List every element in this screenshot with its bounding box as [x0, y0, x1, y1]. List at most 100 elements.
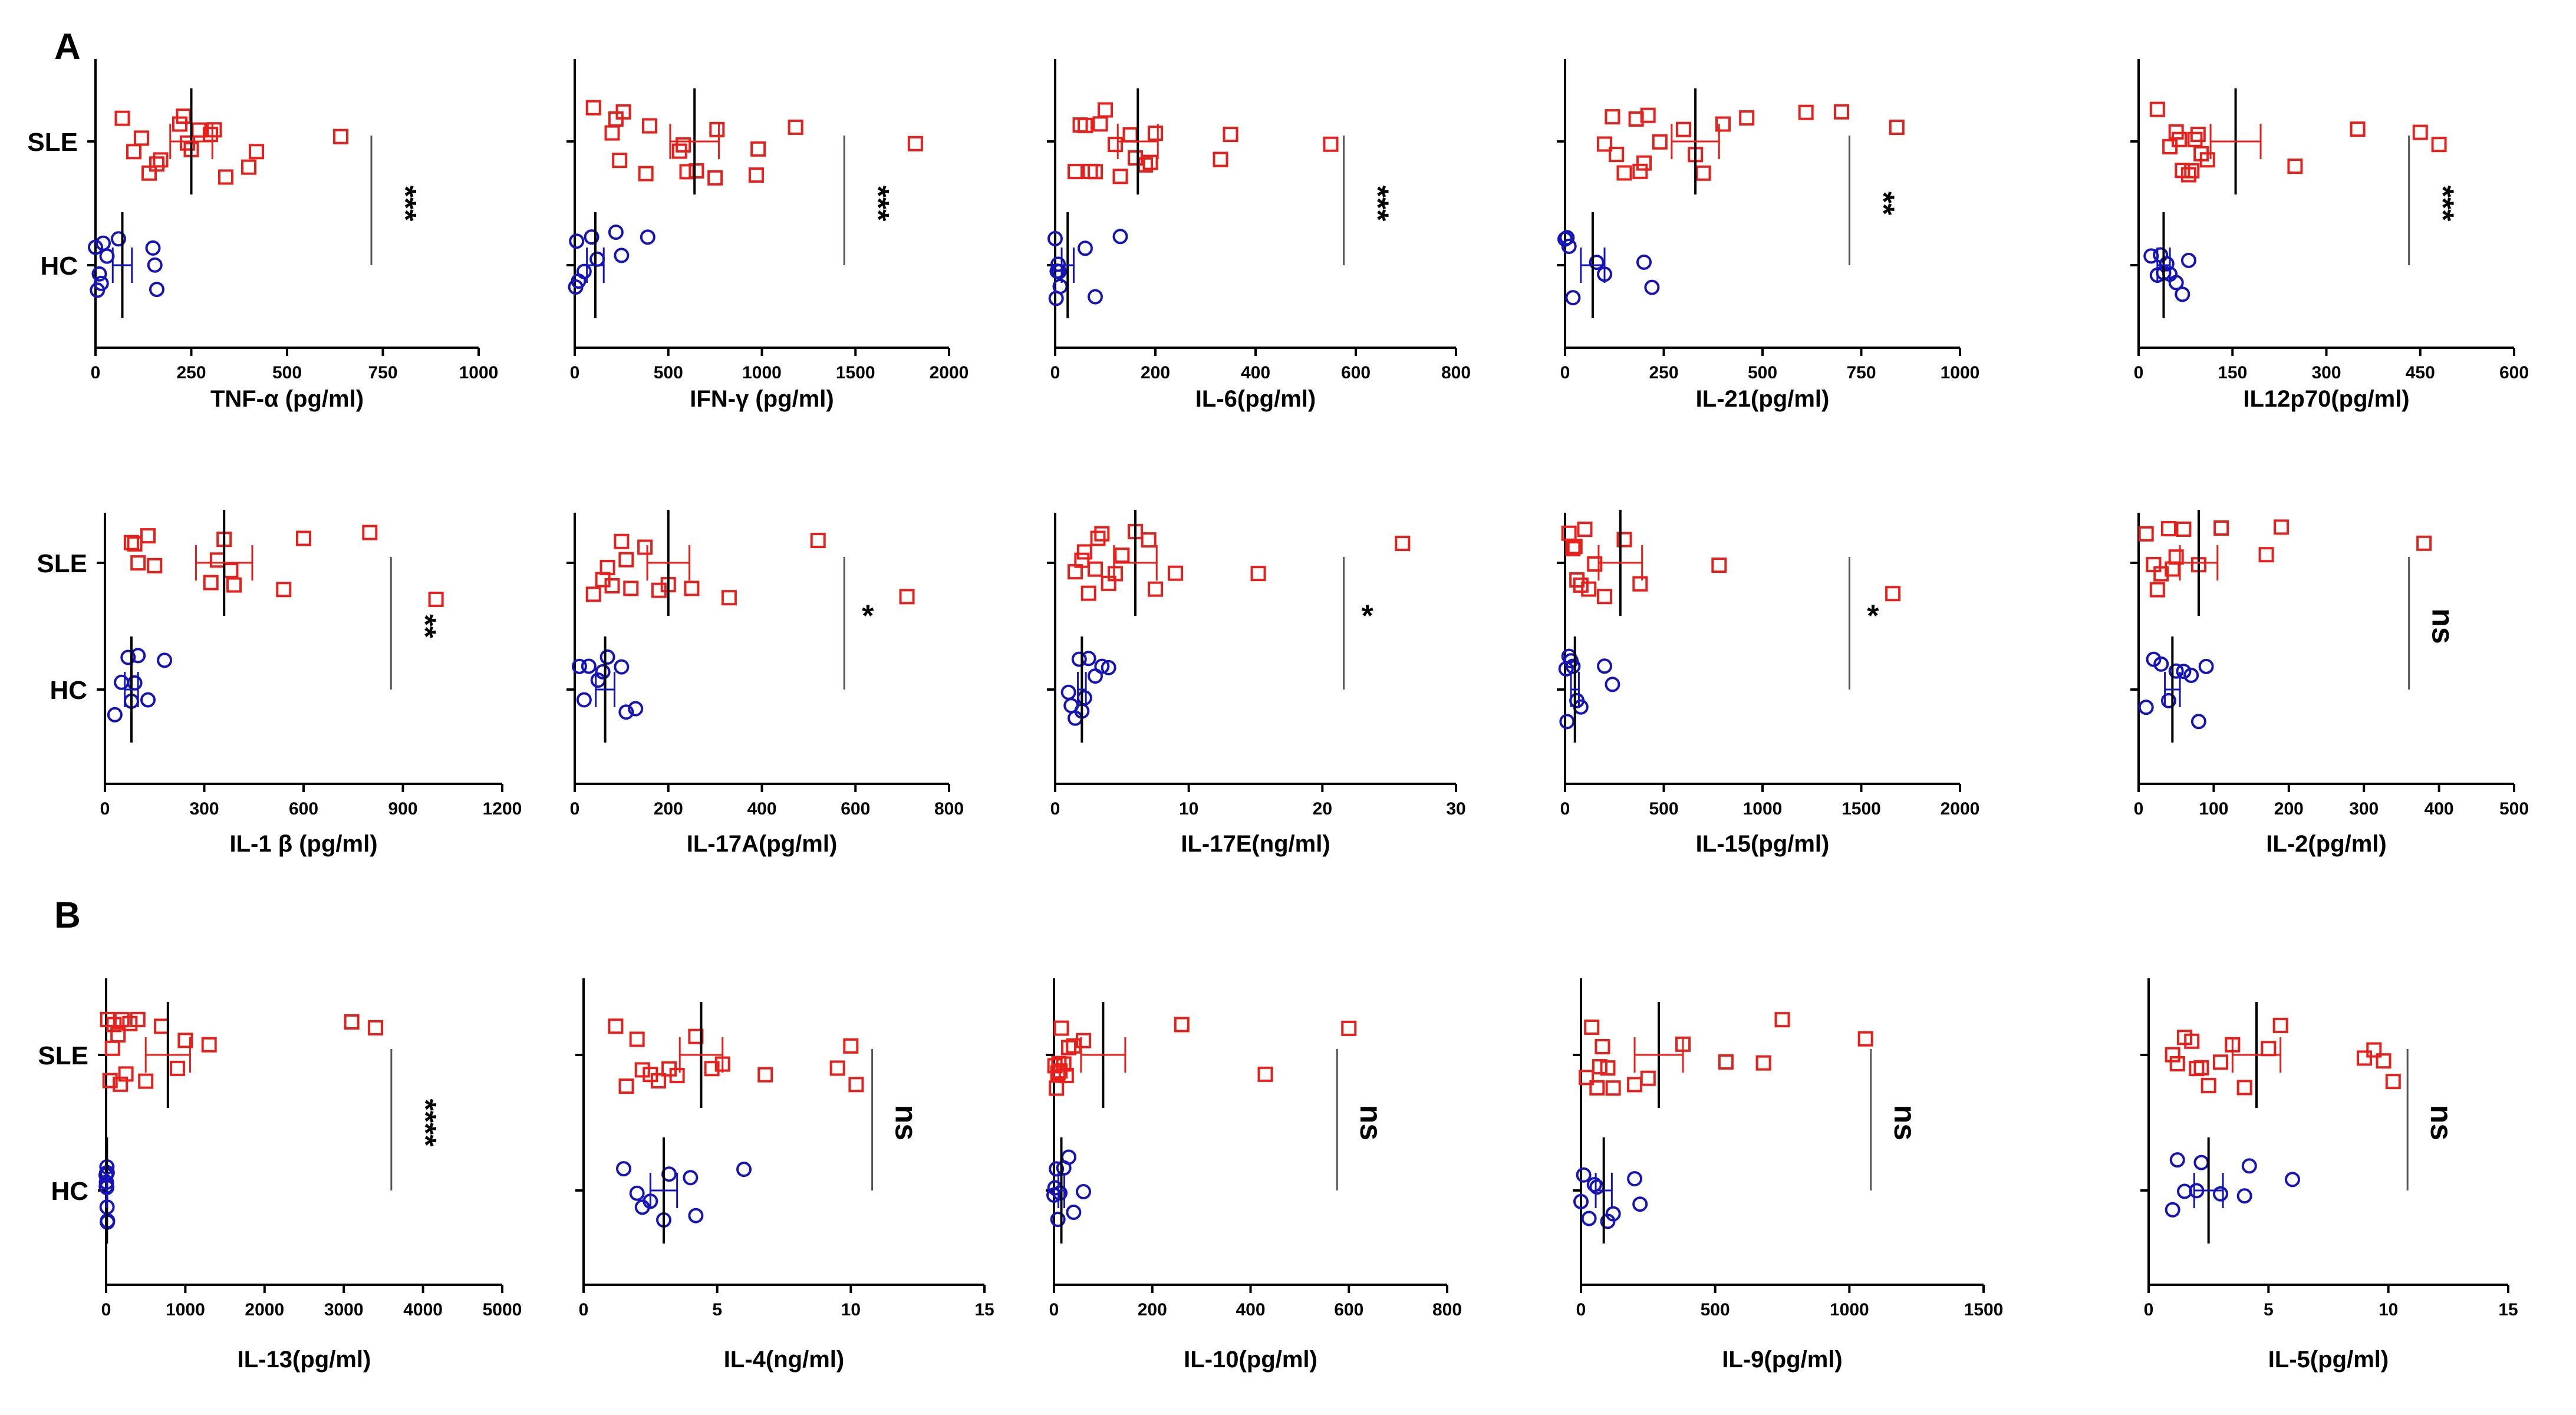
data-point-hc: [2138, 700, 2154, 715]
data-point-sle: [1579, 1070, 1595, 1086]
data-point-sle: [2190, 127, 2206, 143]
data-point-sle: [226, 577, 242, 593]
data-point-hc: [157, 652, 173, 668]
data-point-sle: [2416, 535, 2432, 551]
data-point-sle: [1798, 104, 1814, 120]
significance-label: ***: [388, 186, 422, 222]
data-point-sle: [2149, 101, 2165, 117]
data-point-sle: [1098, 102, 1113, 118]
x-tick-label: 1500: [836, 363, 875, 382]
data-point-sle: [1595, 1039, 1610, 1055]
data-point-sle: [1581, 581, 1597, 597]
data-point-sle: [1213, 151, 1228, 167]
x-tick-label: 1500: [1842, 799, 1881, 819]
data-point-sle: [1052, 1063, 1068, 1079]
x-axis-label: IL-17A(pg/ml): [687, 831, 838, 857]
data-point-sle: [1889, 120, 1905, 136]
group-label-sle: SLE: [37, 549, 87, 578]
x-tick-label: 400: [2425, 799, 2454, 819]
data-point-sle: [102, 1073, 118, 1089]
data-point-sle: [829, 1060, 845, 1076]
x-tick-label: 5000: [483, 1300, 522, 1320]
data-point-hc: [571, 658, 587, 674]
data-point-sle: [2189, 1061, 2205, 1077]
data-point-sle: [1584, 1019, 1600, 1035]
significance-label: ***: [861, 186, 895, 222]
x-tick-label: 0: [570, 799, 580, 819]
group-label-hc: HC: [51, 1177, 88, 1206]
data-point-sle: [618, 552, 634, 568]
x-tick-label: 0: [100, 799, 110, 819]
x-tick-label: 1000: [166, 1300, 205, 1320]
x-tick-label: 0: [1560, 363, 1570, 382]
data-point-sle: [113, 1076, 129, 1092]
data-point-sle: [172, 116, 187, 132]
data-point-sle: [1148, 126, 1163, 141]
data-point-sle: [147, 558, 163, 573]
x-tick-label: 1000: [459, 363, 499, 382]
x-tick-label: 0: [1049, 1300, 1059, 1320]
chart-panel-12: 0 5 10 15 IL-4(ng/ml) ns: [575, 978, 994, 1373]
data-point-sle: [122, 1015, 138, 1031]
data-point-sle: [114, 1012, 130, 1028]
data-point-sle: [1068, 164, 1083, 180]
data-point-hc: [1581, 1210, 1597, 1226]
data-point-sle: [2193, 1060, 2209, 1076]
data-point-sle: [1592, 1059, 1607, 1075]
data-point-sle: [1142, 154, 1158, 170]
x-tick-label: 15: [974, 1300, 994, 1320]
data-point-sle: [104, 1040, 120, 1056]
data-point-sle: [642, 118, 657, 134]
data-point-sle: [2180, 167, 2196, 183]
data-point-sle: [1739, 110, 1755, 126]
data-point-hc: [111, 231, 126, 247]
x-tick-label: 250: [176, 363, 206, 382]
data-point-sle: [618, 1078, 634, 1094]
significance-label: ns: [1353, 1105, 1388, 1141]
data-point-sle: [126, 144, 141, 160]
data-point-sle: [2213, 1054, 2228, 1070]
data-point-sle: [1632, 576, 1648, 592]
x-tick-label: 800: [1432, 1300, 1462, 1320]
x-tick-label: 500: [272, 363, 302, 382]
data-point-hc: [2160, 692, 2176, 708]
data-point-sle: [1652, 134, 1668, 150]
group-label-hc: HC: [50, 676, 87, 705]
data-point-sle: [130, 555, 146, 571]
data-point-sle: [1081, 585, 1096, 601]
data-point-sle: [1114, 547, 1130, 563]
data-point-sle: [1587, 556, 1603, 572]
data-point-sle: [1082, 163, 1098, 179]
data-point-sle: [2201, 1078, 2216, 1094]
data-point-sle: [106, 1017, 122, 1033]
data-point-hc: [2241, 1158, 2257, 1174]
x-axis-label: IL-21(pg/ml): [1696, 386, 1830, 412]
x-tick-label: 20: [1313, 799, 1332, 819]
data-point-sle: [1088, 561, 1103, 577]
data-point-sle: [2153, 566, 2169, 582]
x-tick-label: 0: [1050, 363, 1060, 382]
data-point-hc: [1627, 1171, 1643, 1187]
data-point-sle: [2350, 121, 2366, 137]
x-tick-label: 10: [1179, 799, 1198, 819]
data-point-sle: [1718, 1054, 1734, 1070]
data-point-sle: [1616, 165, 1632, 181]
data-point-sle: [638, 166, 654, 182]
data-point-hc: [1052, 1185, 1068, 1201]
data-point-sle: [1092, 116, 1108, 132]
x-tick-label: 500: [1649, 799, 1678, 819]
chart-panel-6: SLE HC 0 300 600 900 1200 IL-1 β (pg/ml) **: [37, 510, 522, 857]
data-point-sle: [2272, 1017, 2288, 1033]
data-point-hc: [2169, 1152, 2185, 1168]
x-tick-label: 0: [570, 363, 580, 382]
data-point-sle: [2176, 521, 2192, 537]
data-point-hc: [599, 649, 615, 665]
data-point-hc: [93, 275, 109, 291]
data-point-sle: [138, 1073, 154, 1089]
data-point-sle: [907, 136, 923, 151]
data-point-sle: [689, 163, 704, 179]
data-point-sle: [637, 539, 653, 555]
data-point-sle: [1627, 1077, 1643, 1093]
data-point-sle: [1857, 1031, 1873, 1047]
data-point-sle: [2357, 1050, 2372, 1066]
